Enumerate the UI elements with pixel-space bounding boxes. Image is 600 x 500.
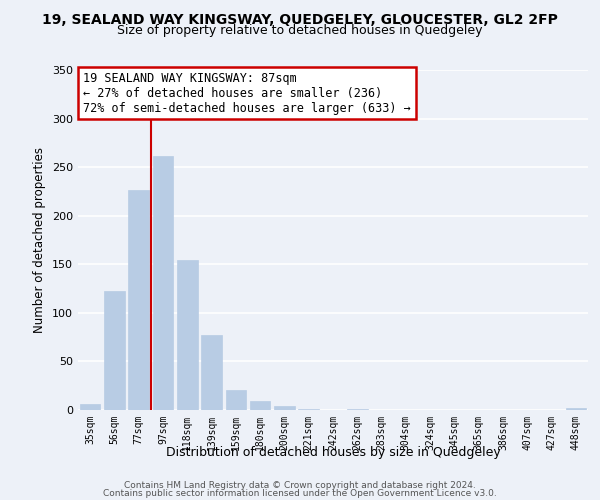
Bar [226,390,246,410]
Text: Distribution of detached houses by size in Quedgeley: Distribution of detached houses by size … [166,446,500,459]
Bar [250,402,271,410]
Bar [104,290,125,410]
Text: 19 SEALAND WAY KINGSWAY: 87sqm
← 27% of detached houses are smaller (236)
72% of: 19 SEALAND WAY KINGSWAY: 87sqm ← 27% of … [83,72,411,114]
Text: Contains public sector information licensed under the Open Government Licence v3: Contains public sector information licen… [103,490,497,498]
Bar [128,190,149,410]
Bar [80,404,100,410]
Bar [152,156,173,410]
Text: 19, SEALAND WAY KINGSWAY, QUEDGELEY, GLOUCESTER, GL2 2FP: 19, SEALAND WAY KINGSWAY, QUEDGELEY, GLO… [42,12,558,26]
Text: Size of property relative to detached houses in Quedgeley: Size of property relative to detached ho… [117,24,483,37]
Text: Contains HM Land Registry data © Crown copyright and database right 2024.: Contains HM Land Registry data © Crown c… [124,480,476,490]
Bar [201,335,222,410]
Bar [566,408,586,410]
Bar [347,409,368,410]
Bar [274,406,295,410]
Y-axis label: Number of detached properties: Number of detached properties [34,147,46,333]
Bar [298,409,319,410]
Bar [177,260,197,410]
